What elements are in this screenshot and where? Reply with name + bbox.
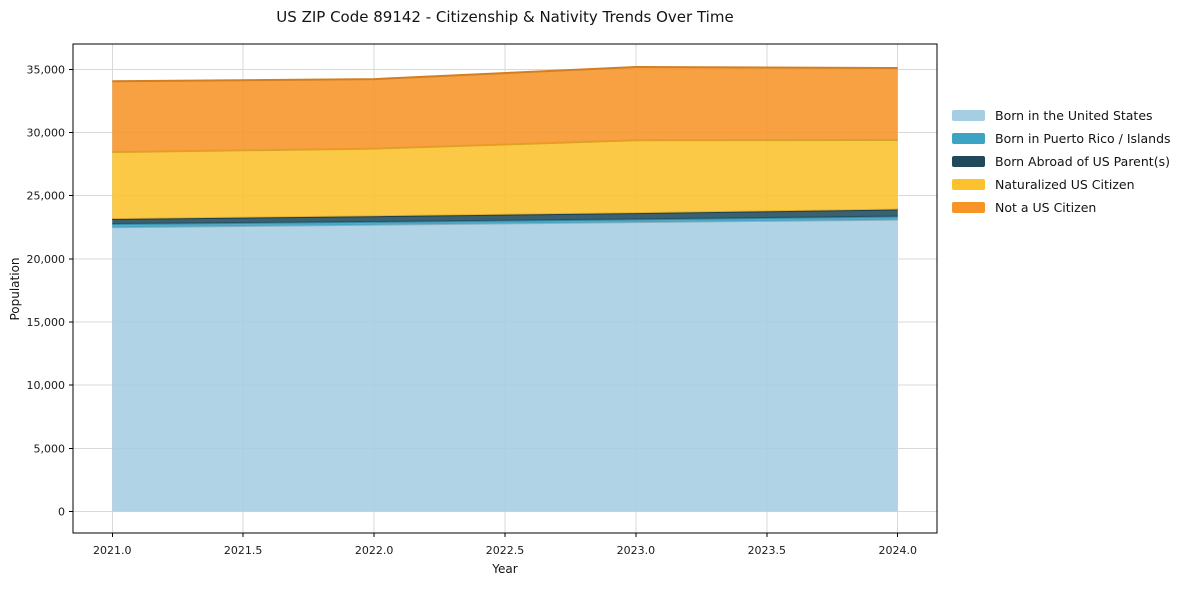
legend-swatch xyxy=(952,202,985,213)
x-tick-label: 2021.0 xyxy=(93,544,132,557)
legend-item-2: Born Abroad of US Parent(s) xyxy=(952,150,1171,173)
y-tick-label: 10,000 xyxy=(27,379,66,392)
x-tick-label: 2024.0 xyxy=(878,544,917,557)
legend-label: Born in Puerto Rico / Islands xyxy=(995,131,1171,146)
legend-swatch xyxy=(952,110,985,121)
x-tick-label: 2023.5 xyxy=(748,544,787,557)
legend-label: Born in the United States xyxy=(995,108,1153,123)
legend-swatch xyxy=(952,133,985,144)
legend-item-0: Born in the United States xyxy=(952,104,1171,127)
legend-item-4: Not a US Citizen xyxy=(952,196,1171,219)
y-tick-label: 0 xyxy=(58,506,65,519)
legend-label: Born Abroad of US Parent(s) xyxy=(995,154,1170,169)
legend-swatch xyxy=(952,179,985,190)
chart-title: US ZIP Code 89142 - Citizenship & Nativi… xyxy=(276,8,734,26)
y-tick-label: 30,000 xyxy=(27,126,66,139)
legend-label: Naturalized US Citizen xyxy=(995,177,1135,192)
legend-label: Not a US Citizen xyxy=(995,200,1097,215)
x-tick-label: 2021.5 xyxy=(224,544,263,557)
legend: Born in the United States Born in Puerto … xyxy=(952,104,1171,219)
legend-item-1: Born in Puerto Rico / Islands xyxy=(952,127,1171,150)
y-tick-label: 20,000 xyxy=(27,253,66,266)
area-series-4 xyxy=(112,66,898,153)
y-tick-label: 35,000 xyxy=(27,63,66,76)
area-series-3 xyxy=(112,140,898,220)
x-tick-label: 2022.5 xyxy=(486,544,525,557)
y-axis-label: Population xyxy=(8,257,22,321)
x-tick-label: 2022.0 xyxy=(355,544,394,557)
legend-swatch xyxy=(952,156,985,167)
x-tick-label: 2023.0 xyxy=(617,544,656,557)
area-edge-4 xyxy=(112,65,898,83)
y-tick-label: 15,000 xyxy=(27,316,66,329)
y-tick-label: 25,000 xyxy=(27,190,66,203)
area-series-0 xyxy=(112,219,898,512)
legend-item-3: Naturalized US Citizen xyxy=(952,173,1171,196)
x-axis-label: Year xyxy=(492,562,518,576)
y-tick-label: 5,000 xyxy=(34,442,66,455)
